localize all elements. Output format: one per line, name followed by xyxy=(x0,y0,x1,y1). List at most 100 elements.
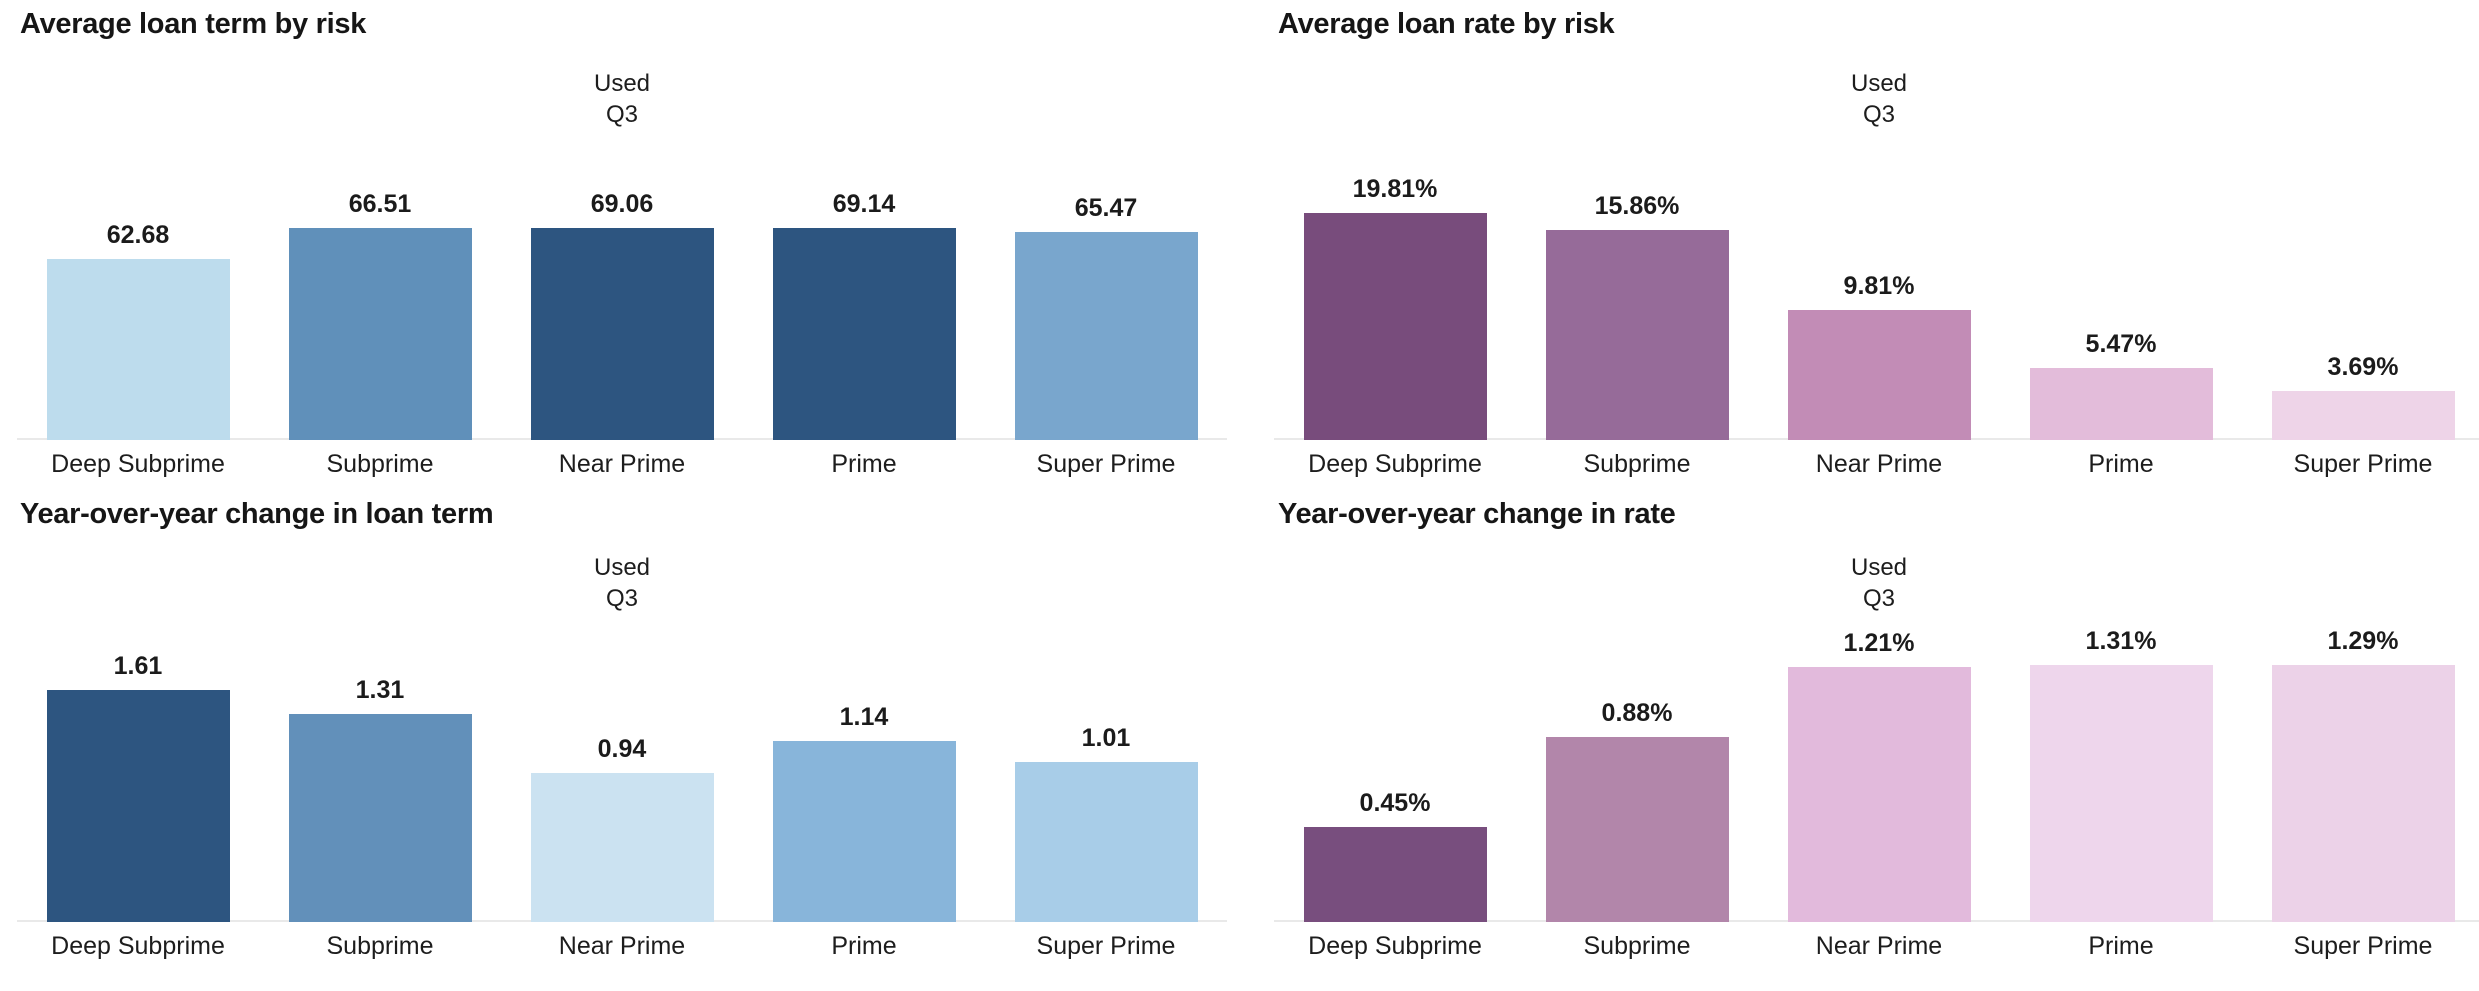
bar[interactable] xyxy=(2271,391,2455,440)
bar[interactable] xyxy=(1545,736,1729,922)
value-label: 19.81% xyxy=(1352,175,1438,203)
plot-area: 0.45% Deep Subprime 0.88% Subprime 1.21% Near… xyxy=(1274,627,2479,960)
value-label: 1.29% xyxy=(2327,627,2399,655)
pane-label-line1: Used xyxy=(1850,554,1908,581)
bar-slot: 1.21% Near Prime xyxy=(1758,627,2000,960)
category-label: Subprime xyxy=(326,450,434,478)
bar[interactable] xyxy=(1303,827,1487,922)
category-label: Prime xyxy=(2088,932,2154,960)
bar[interactable] xyxy=(1014,761,1198,922)
category-label: Subprime xyxy=(1583,450,1691,478)
bar-slot: 1.01 Super Prime xyxy=(985,652,1227,960)
bar-slot: 1.31% Prime xyxy=(2000,627,2242,960)
category-label: Deep Subprime xyxy=(1308,450,1482,478)
value-label: 65.47 xyxy=(1074,194,1138,223)
pane-label-line1: Used xyxy=(593,554,651,581)
category-label: Super Prime xyxy=(1036,932,1176,960)
bar-slot: 0.88% Subprime xyxy=(1516,627,1758,960)
bar-slot: 1.14 Prime xyxy=(743,652,985,960)
category-label: Super Prime xyxy=(1036,450,1176,478)
bar[interactable] xyxy=(772,228,956,440)
chart-title: Average loan rate by risk xyxy=(1278,8,1615,40)
category-label: Deep Subprime xyxy=(51,932,225,960)
pane-label: Used Q3 xyxy=(1274,68,2479,130)
category-label: Prime xyxy=(831,450,897,478)
value-label: 62.68 xyxy=(106,220,170,249)
bar[interactable] xyxy=(2029,665,2213,922)
bar-slot: 62.68 Deep Subprime xyxy=(17,190,259,478)
category-label: Prime xyxy=(2088,450,2154,478)
bar[interactable] xyxy=(1787,310,1971,440)
bar[interactable] xyxy=(288,713,472,922)
category-label: Deep Subprime xyxy=(51,450,225,478)
bar-slot: 66.51 Subprime xyxy=(259,190,501,478)
bar[interactable] xyxy=(1303,213,1487,440)
bar[interactable] xyxy=(772,740,956,922)
pane-label-line2: Q3 xyxy=(1862,101,1895,128)
bar-slot: 9.81% Near Prime xyxy=(1758,175,2000,478)
plot-area: 19.81% Deep Subprime 15.86% Subprime 9.81% Ne… xyxy=(1274,175,2479,478)
category-label: Prime xyxy=(831,932,897,960)
value-label: 1.61 xyxy=(113,652,163,680)
bar-slot: 65.47 Super Prime xyxy=(985,190,1227,478)
category-label: Super Prime xyxy=(2293,450,2433,478)
category-label: Near Prime xyxy=(1815,450,1943,478)
bar[interactable] xyxy=(46,690,230,922)
pane-label-line1: Used xyxy=(1850,70,1908,97)
category-label: Super Prime xyxy=(2293,932,2433,960)
pane-label: Used Q3 xyxy=(17,552,1227,614)
bar-slot: 1.29% Super Prime xyxy=(2242,627,2479,960)
bar[interactable] xyxy=(530,772,714,922)
chart-average-loan-term: Average loan term by risk Used Q3 62.68 D… xyxy=(0,0,1240,490)
plot-area: 62.68 Deep Subprime 66.51 Subprime 69.06 Near… xyxy=(17,190,1227,478)
bar[interactable] xyxy=(1545,229,1729,440)
value-label: 3.69% xyxy=(2327,353,2399,382)
value-label: 0.45% xyxy=(1359,789,1431,818)
value-label: 9.81% xyxy=(1843,272,1915,300)
chart-title: Year-over-year change in loan term xyxy=(20,498,494,530)
bar[interactable] xyxy=(2271,665,2455,922)
chart-average-loan-rate: Average loan rate by risk Used Q3 19.81%… xyxy=(1240,0,2479,490)
chart-title: Average loan term by risk xyxy=(20,8,367,40)
value-label: 69.06 xyxy=(590,190,654,218)
category-label: Near Prime xyxy=(558,450,686,478)
category-label: Near Prime xyxy=(1815,932,1943,960)
bar[interactable] xyxy=(46,258,230,440)
chart-yoy-change-rate: Year-over-year change in rate Used Q3 0.… xyxy=(1240,490,2479,991)
value-label: 0.94 xyxy=(597,734,647,763)
value-label: 1.14 xyxy=(839,702,889,731)
bar[interactable] xyxy=(530,228,714,440)
value-label: 15.86% xyxy=(1594,191,1680,220)
bar[interactable] xyxy=(1787,667,1971,922)
bar-slot: 1.61 Deep Subprime xyxy=(17,652,259,960)
value-label: 69.14 xyxy=(832,190,896,218)
bar-slot: 0.94 Near Prime xyxy=(501,652,743,960)
bar[interactable] xyxy=(288,228,472,440)
value-label: 66.51 xyxy=(348,190,412,218)
bar-slot: 5.47% Prime xyxy=(2000,175,2242,478)
pane-label: Used Q3 xyxy=(17,68,1227,130)
bar-slot: 69.14 Prime xyxy=(743,190,985,478)
value-label: 1.21% xyxy=(1843,629,1915,657)
category-label: Deep Subprime xyxy=(1308,932,1482,960)
bar[interactable] xyxy=(2029,367,2213,440)
value-label: 1.31 xyxy=(355,675,405,704)
pane-label-line2: Q3 xyxy=(605,585,638,612)
bar-slot: 1.31 Subprime xyxy=(259,652,501,960)
value-label: 0.88% xyxy=(1601,698,1673,727)
category-label: Near Prime xyxy=(558,932,686,960)
value-label: 1.01 xyxy=(1081,723,1131,752)
bar-slot: 0.45% Deep Subprime xyxy=(1274,627,1516,960)
bar-slot: 69.06 Near Prime xyxy=(501,190,743,478)
category-label: Subprime xyxy=(1583,932,1691,960)
bar-slot: 19.81% Deep Subprime xyxy=(1274,175,1516,478)
pane-label-line2: Q3 xyxy=(1862,585,1895,612)
bar-slot: 15.86% Subprime xyxy=(1516,175,1758,478)
pane-label: Used Q3 xyxy=(1274,552,2479,614)
bar-slot: 3.69% Super Prime xyxy=(2242,175,2479,478)
plot-area: 1.61 Deep Subprime 1.31 Subprime 0.94 Near Pr… xyxy=(17,652,1227,960)
pane-label-line2: Q3 xyxy=(605,101,638,128)
bar[interactable] xyxy=(1014,232,1198,440)
value-label: 5.47% xyxy=(2085,329,2157,358)
